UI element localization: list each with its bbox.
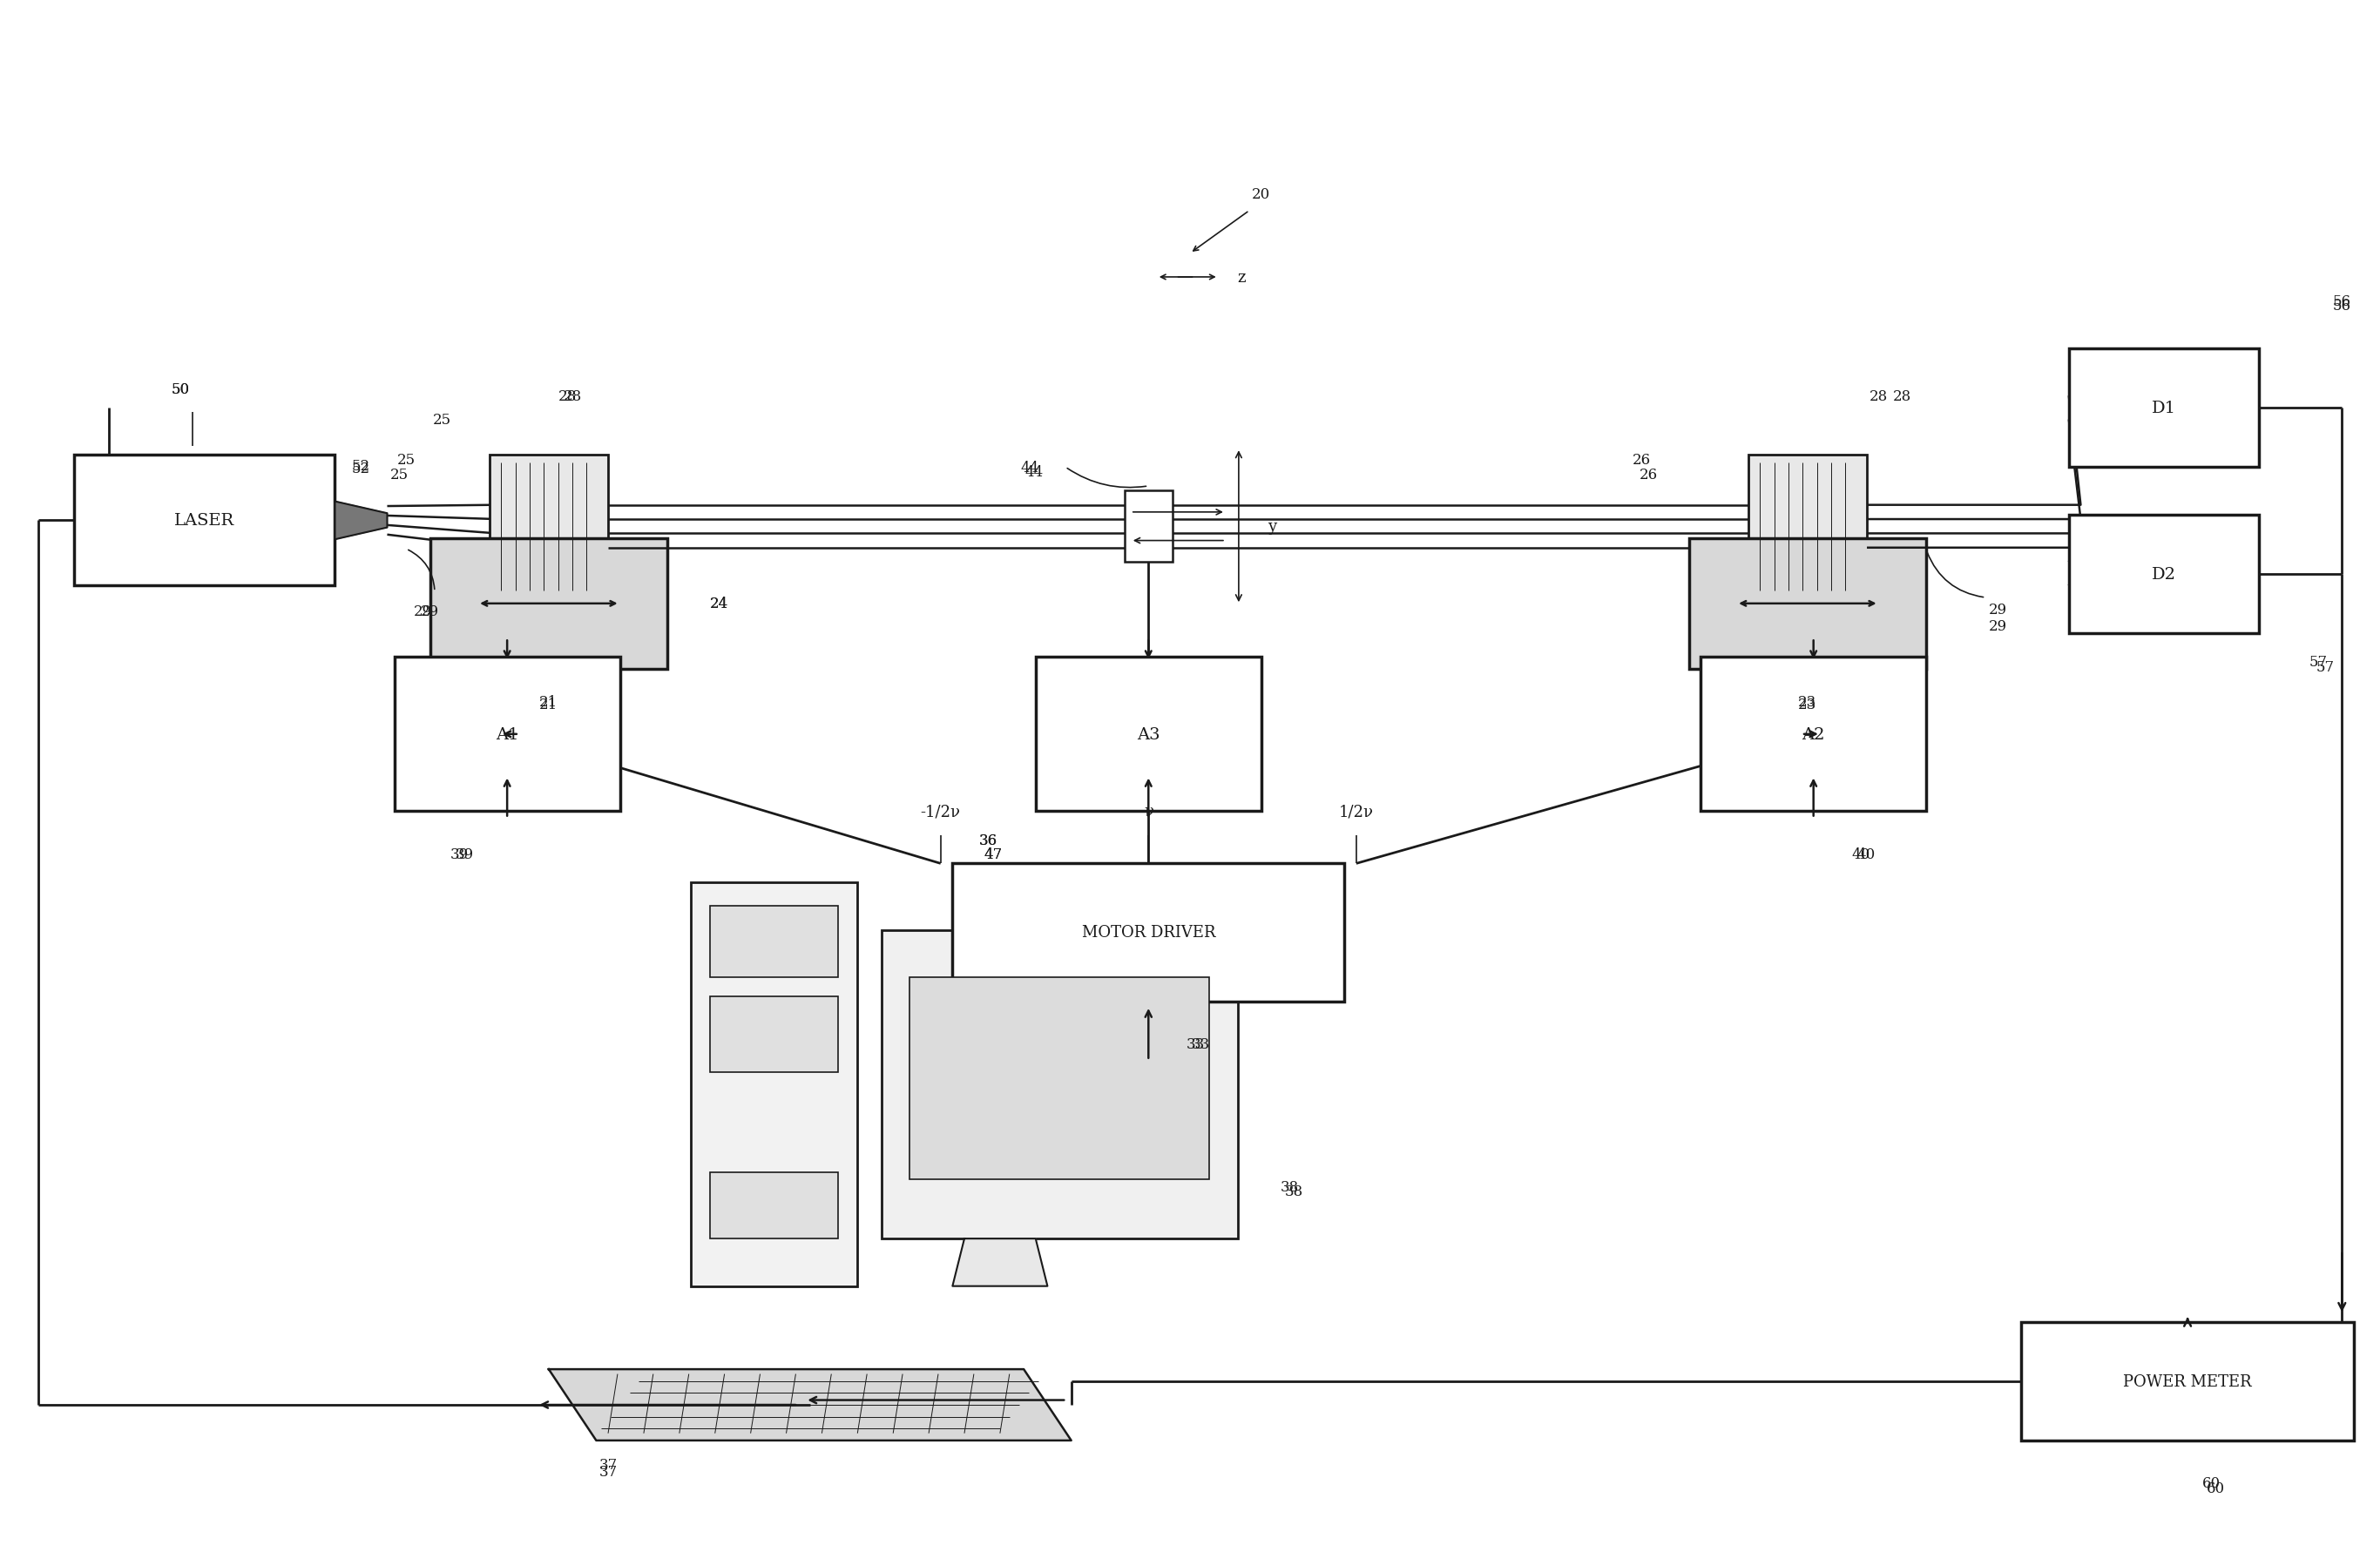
Text: -1/2ν: -1/2ν bbox=[921, 804, 962, 819]
Text: ν: ν bbox=[1145, 804, 1154, 819]
Text: D2: D2 bbox=[2152, 566, 2175, 582]
Text: 60: 60 bbox=[2202, 1476, 2221, 1490]
Polygon shape bbox=[952, 1238, 1047, 1287]
Text: 47: 47 bbox=[983, 847, 1002, 861]
Text: 26: 26 bbox=[1640, 467, 1656, 483]
Text: 52: 52 bbox=[352, 461, 371, 476]
Text: 28: 28 bbox=[559, 390, 576, 404]
Text: D1: D1 bbox=[2152, 400, 2175, 416]
Text: 25: 25 bbox=[397, 453, 416, 467]
Text: 37: 37 bbox=[600, 1464, 616, 1479]
Text: 37: 37 bbox=[600, 1457, 616, 1471]
Text: 50: 50 bbox=[171, 382, 190, 397]
FancyBboxPatch shape bbox=[1702, 658, 1925, 812]
Text: 29: 29 bbox=[1987, 602, 2006, 618]
Text: 24: 24 bbox=[709, 596, 728, 611]
FancyBboxPatch shape bbox=[1126, 492, 1173, 562]
Text: LASER: LASER bbox=[174, 514, 236, 529]
Text: 21: 21 bbox=[540, 697, 557, 712]
Text: 21: 21 bbox=[540, 695, 557, 709]
FancyBboxPatch shape bbox=[1690, 539, 1925, 669]
FancyBboxPatch shape bbox=[909, 978, 1209, 1180]
Text: 60: 60 bbox=[2206, 1481, 2225, 1496]
FancyBboxPatch shape bbox=[395, 658, 619, 812]
Text: 23: 23 bbox=[1799, 695, 1816, 709]
Text: 29: 29 bbox=[1987, 619, 2006, 633]
Text: 56: 56 bbox=[2332, 293, 2351, 309]
Text: 36: 36 bbox=[978, 833, 997, 847]
Text: 52: 52 bbox=[352, 459, 371, 473]
Text: 39: 39 bbox=[455, 847, 474, 861]
Text: A2: A2 bbox=[1802, 726, 1825, 742]
Text: A3: A3 bbox=[1138, 726, 1159, 742]
Text: 29: 29 bbox=[421, 604, 440, 618]
Text: 24: 24 bbox=[709, 596, 728, 611]
FancyBboxPatch shape bbox=[2068, 515, 2259, 633]
Text: 40: 40 bbox=[1852, 847, 1871, 861]
FancyBboxPatch shape bbox=[881, 930, 1238, 1238]
Text: 28: 28 bbox=[1871, 390, 1887, 404]
Text: 57: 57 bbox=[2316, 660, 2335, 674]
Text: 44: 44 bbox=[1026, 466, 1045, 480]
Text: 38: 38 bbox=[1280, 1180, 1299, 1193]
Text: 56: 56 bbox=[2332, 298, 2351, 314]
Text: 44: 44 bbox=[1021, 459, 1040, 475]
Text: 1/2ν: 1/2ν bbox=[1340, 804, 1373, 819]
Text: 50: 50 bbox=[171, 382, 190, 397]
FancyBboxPatch shape bbox=[490, 456, 607, 598]
Text: MOTOR DRIVER: MOTOR DRIVER bbox=[1081, 925, 1216, 941]
Text: 38: 38 bbox=[1285, 1184, 1304, 1198]
Text: 28: 28 bbox=[564, 390, 581, 404]
Text: A1: A1 bbox=[495, 726, 519, 742]
FancyBboxPatch shape bbox=[690, 883, 857, 1287]
FancyBboxPatch shape bbox=[431, 539, 666, 669]
Text: 57: 57 bbox=[2309, 655, 2328, 669]
Text: 33: 33 bbox=[1192, 1037, 1209, 1052]
FancyBboxPatch shape bbox=[1749, 456, 1866, 598]
FancyBboxPatch shape bbox=[2068, 349, 2259, 467]
Text: 25: 25 bbox=[433, 413, 452, 427]
Text: 26: 26 bbox=[1633, 453, 1649, 467]
Text: POWER METER: POWER METER bbox=[2123, 1374, 2251, 1389]
FancyBboxPatch shape bbox=[709, 1172, 838, 1238]
Text: 36: 36 bbox=[978, 833, 997, 847]
Text: 28: 28 bbox=[1894, 390, 1911, 404]
Text: 40: 40 bbox=[1856, 847, 1875, 861]
Polygon shape bbox=[336, 501, 388, 540]
FancyBboxPatch shape bbox=[74, 456, 336, 587]
Text: 25: 25 bbox=[390, 467, 409, 483]
FancyBboxPatch shape bbox=[709, 906, 838, 978]
Text: 39: 39 bbox=[450, 847, 469, 861]
FancyBboxPatch shape bbox=[952, 864, 1345, 1001]
Text: 29: 29 bbox=[414, 604, 433, 618]
FancyBboxPatch shape bbox=[709, 996, 838, 1072]
Text: z: z bbox=[1238, 270, 1245, 286]
FancyBboxPatch shape bbox=[2021, 1322, 2354, 1440]
Text: 47: 47 bbox=[983, 847, 1002, 861]
FancyBboxPatch shape bbox=[1035, 658, 1261, 812]
Polygon shape bbox=[550, 1369, 1071, 1440]
Text: 20: 20 bbox=[1252, 188, 1271, 202]
Text: 23: 23 bbox=[1799, 697, 1816, 712]
Text: y: y bbox=[1269, 518, 1276, 534]
Text: 33: 33 bbox=[1188, 1037, 1204, 1052]
